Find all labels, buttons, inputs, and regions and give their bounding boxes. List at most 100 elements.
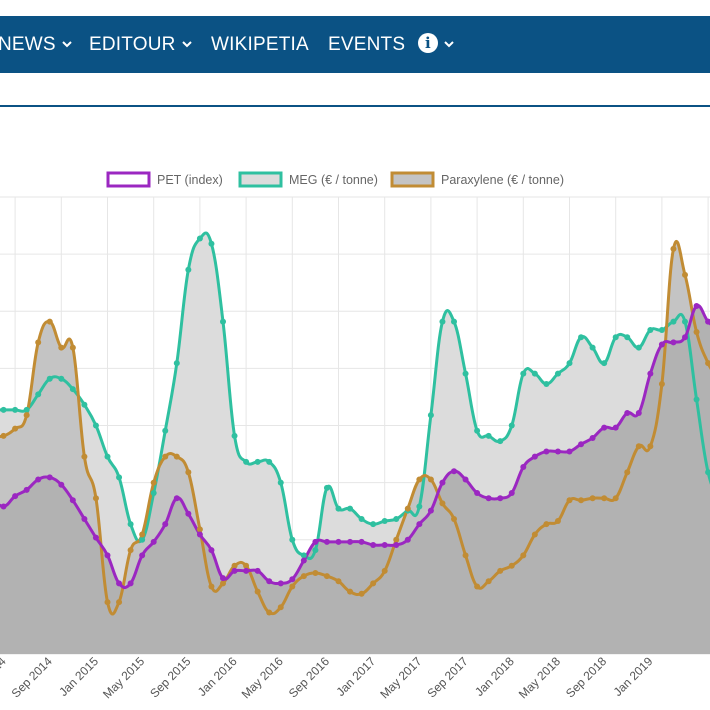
x-tick-label: May 2018 [516, 654, 563, 701]
x-tick-label: Jan 2015 [56, 654, 101, 699]
data-point-paraxylene [277, 604, 284, 611]
data-point-paraxylene [462, 552, 469, 559]
data-point-pet [508, 490, 515, 497]
data-point-pet [474, 490, 481, 497]
data-point-pet [381, 541, 388, 548]
data-point-meg [150, 490, 157, 497]
data-point-meg [451, 318, 457, 325]
data-point-pet [289, 576, 296, 583]
data-point-paraxylene [139, 531, 146, 538]
data-point-paraxylene [92, 495, 99, 502]
data-point-meg [312, 547, 319, 554]
data-point-paraxylene [531, 531, 538, 538]
data-point-meg [682, 318, 688, 325]
data-point-meg [23, 406, 30, 413]
data-point-pet [658, 341, 665, 348]
data-point-pet [173, 495, 180, 502]
data-point-meg [81, 401, 88, 408]
data-point-meg [543, 380, 550, 387]
nav-item-events-label: EVENTS [328, 34, 406, 55]
data-point-paraxylene [393, 536, 400, 543]
data-point-paraxylene [404, 505, 411, 512]
data-point-paraxylene [347, 588, 354, 595]
data-point-paraxylene [300, 573, 307, 580]
nav-item-info[interactable]: i [418, 16, 454, 73]
data-point-meg [0, 406, 7, 413]
data-point-pet [578, 441, 585, 448]
data-point-paraxylene [451, 515, 457, 522]
data-point-paraxylene [127, 547, 134, 554]
data-point-paraxylene [335, 578, 342, 585]
data-point-meg [69, 386, 76, 393]
data-point-meg [139, 536, 146, 543]
data-point-meg [335, 505, 342, 512]
data-point-paraxylene [427, 476, 434, 483]
data-point-paraxylene [185, 469, 192, 476]
data-point-paraxylene [508, 562, 515, 569]
data-point-paraxylene [566, 497, 573, 504]
data-point-pet [92, 534, 99, 541]
data-point-paraxylene [647, 443, 654, 450]
data-point-meg [289, 536, 296, 543]
data-point-paraxylene [196, 526, 203, 533]
data-point-paraxylene [485, 578, 492, 585]
data-point-meg [58, 375, 65, 382]
data-point-pet [462, 476, 469, 483]
data-point-pet [404, 536, 411, 543]
data-point-pet [439, 479, 446, 486]
data-point-pet [208, 547, 215, 554]
data-point-meg [497, 438, 504, 445]
data-point-meg [601, 360, 608, 367]
data-point-meg [46, 375, 53, 382]
data-point-pet [612, 424, 619, 431]
data-point-paraxylene [543, 521, 550, 528]
data-point-pet [81, 515, 88, 522]
data-point-paraxylene [116, 599, 123, 606]
top-navbar: NEWS EDITOUR WIKIPETIA EVENTS i [0, 16, 710, 73]
data-point-meg [381, 518, 388, 525]
nav-item-wikipetia-label: WIKIPETIA [211, 34, 309, 55]
data-point-paraxylene [231, 562, 238, 569]
data-point-paraxylene [266, 609, 273, 616]
data-point-paraxylene [208, 583, 215, 590]
data-point-meg [439, 318, 446, 325]
data-point-paraxylene [682, 271, 688, 278]
data-point-meg [208, 240, 215, 247]
nav-item-news-label: NEWS [0, 34, 56, 55]
data-point-pet [300, 557, 307, 564]
data-point-paraxylene [289, 583, 296, 590]
data-point-paraxylene [162, 453, 169, 460]
data-point-meg [370, 521, 377, 528]
legend-swatch-meg [238, 171, 283, 188]
data-point-meg [231, 432, 238, 439]
data-point-meg [196, 235, 203, 242]
data-point-pet [543, 448, 550, 455]
data-point-meg [578, 334, 585, 341]
nav-item-editour[interactable]: EDITOUR [89, 16, 192, 73]
nav-item-wikipetia[interactable]: WIKIPETIA [211, 16, 309, 73]
chart-areas [0, 232, 710, 654]
data-point-paraxylene [381, 567, 388, 574]
nav-item-events[interactable]: EVENTS [328, 16, 405, 73]
data-point-paraxylene [358, 590, 365, 597]
area-pet [0, 305, 710, 654]
data-point-pet [220, 575, 226, 582]
data-point-pet [416, 521, 423, 528]
data-point-meg [508, 422, 515, 429]
data-point-meg [300, 552, 307, 559]
x-tick-label: Jan 2018 [472, 654, 517, 699]
data-point-paraxylene [601, 495, 608, 502]
data-point-paraxylene [35, 339, 42, 346]
data-point-pet [323, 538, 330, 545]
data-point-paraxylene [624, 469, 631, 476]
nav-item-news[interactable]: NEWS [0, 16, 72, 73]
data-point-pet [624, 410, 631, 417]
data-point-pet [139, 552, 146, 559]
chevron-down-icon [181, 41, 192, 48]
data-point-paraxylene [439, 500, 446, 507]
chevron-down-icon [444, 41, 454, 48]
data-point-pet [35, 476, 42, 483]
data-point-meg [347, 505, 354, 512]
